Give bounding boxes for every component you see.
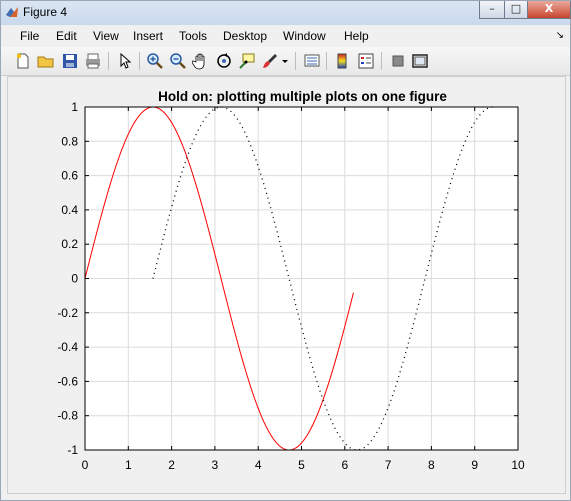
x-tick-label: 2 [168,458,175,472]
x-tick-label: 6 [341,458,348,472]
y-tick-label: -1 [67,443,78,457]
x-tick-label: 0 [82,458,89,472]
x-tick-label: 10 [511,458,525,472]
x-tick-label: 7 [385,458,392,472]
y-tick-label: 0.2 [61,237,78,251]
x-tick-label: 8 [428,458,435,472]
x-tick-label: 3 [212,458,219,472]
x-tick-label: 1 [125,458,132,472]
y-tick-label: 0 [71,272,78,286]
y-tick-label: -0.4 [57,340,78,354]
y-tick-label: -0.8 [57,409,78,423]
y-tick-label: 0.4 [61,203,78,217]
y-tick-label: 1 [71,100,78,114]
chart-title: Hold on: plotting multiple plots on one … [158,89,447,104]
y-tick-label: 0.6 [61,169,78,183]
x-tick-label: 4 [255,458,262,472]
x-tick-label: 9 [471,458,478,472]
y-tick-label: -0.2 [57,306,78,320]
y-tick-label: 0.8 [61,134,78,148]
y-tick-label: -0.6 [57,374,78,388]
x-tick-label: 5 [298,458,305,472]
